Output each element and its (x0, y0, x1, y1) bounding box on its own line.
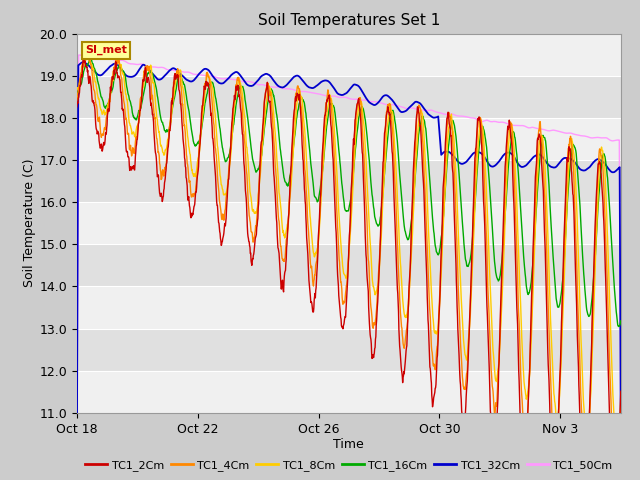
Text: SI_met: SI_met (85, 45, 127, 55)
Bar (77, 118, 621, 160)
Bar (77, 328, 621, 371)
Bar (77, 34, 621, 76)
Bar (77, 76, 621, 118)
Bar (77, 244, 621, 287)
Title: Soil Temperatures Set 1: Soil Temperatures Set 1 (258, 13, 440, 28)
Y-axis label: Soil Temperature (C): Soil Temperature (C) (24, 159, 36, 288)
X-axis label: Time: Time (333, 438, 364, 451)
Legend: TC1_2Cm, TC1_4Cm, TC1_8Cm, TC1_16Cm, TC1_32Cm, TC1_50Cm: TC1_2Cm, TC1_4Cm, TC1_8Cm, TC1_16Cm, TC1… (81, 456, 617, 476)
Bar (77, 287, 621, 328)
Bar (77, 202, 621, 244)
Bar (77, 371, 621, 413)
Bar (77, 160, 621, 202)
